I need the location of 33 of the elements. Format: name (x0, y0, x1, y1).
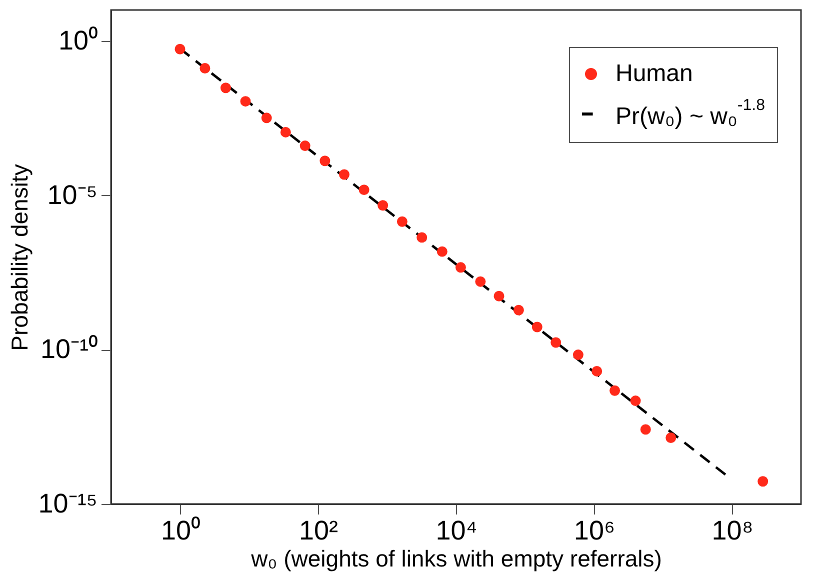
point (436, 246, 448, 257)
x-tick-label: 10⁰ (160, 516, 200, 546)
y-tick-label: 10⁻¹⁰ (40, 334, 98, 364)
point (261, 112, 272, 124)
y-tick-label: 10⁻⁵ (47, 180, 98, 210)
x-tick-label: 10² (298, 516, 338, 546)
x-axis-title: w₀ (weights of links with empty referrals) (250, 546, 662, 572)
point (378, 200, 388, 211)
legend-label: Pr(w₀) ~ w₀$^{-1.8}$ (616, 97, 765, 131)
point (592, 366, 602, 376)
y-tick-label: 10⁻¹⁵ (38, 488, 98, 518)
point (416, 232, 428, 243)
point (358, 184, 370, 196)
point (280, 126, 291, 138)
y-tick-label: 10⁰ (58, 25, 98, 56)
point (475, 276, 486, 287)
point (240, 96, 251, 107)
legend-label: Human (616, 60, 693, 88)
point (455, 262, 466, 273)
point (630, 396, 641, 406)
point (532, 322, 542, 332)
y-axis-title: Probability density (6, 164, 32, 351)
point (513, 304, 524, 316)
x-tick-label: 10⁸ (712, 516, 754, 546)
point (320, 156, 330, 166)
point (610, 385, 620, 396)
point (572, 350, 584, 360)
point (338, 169, 350, 180)
x-tick-label: 10⁴ (436, 516, 478, 546)
point (494, 290, 504, 302)
point (396, 216, 408, 227)
point (300, 140, 310, 152)
x-tick-label: 10⁶ (574, 516, 616, 546)
